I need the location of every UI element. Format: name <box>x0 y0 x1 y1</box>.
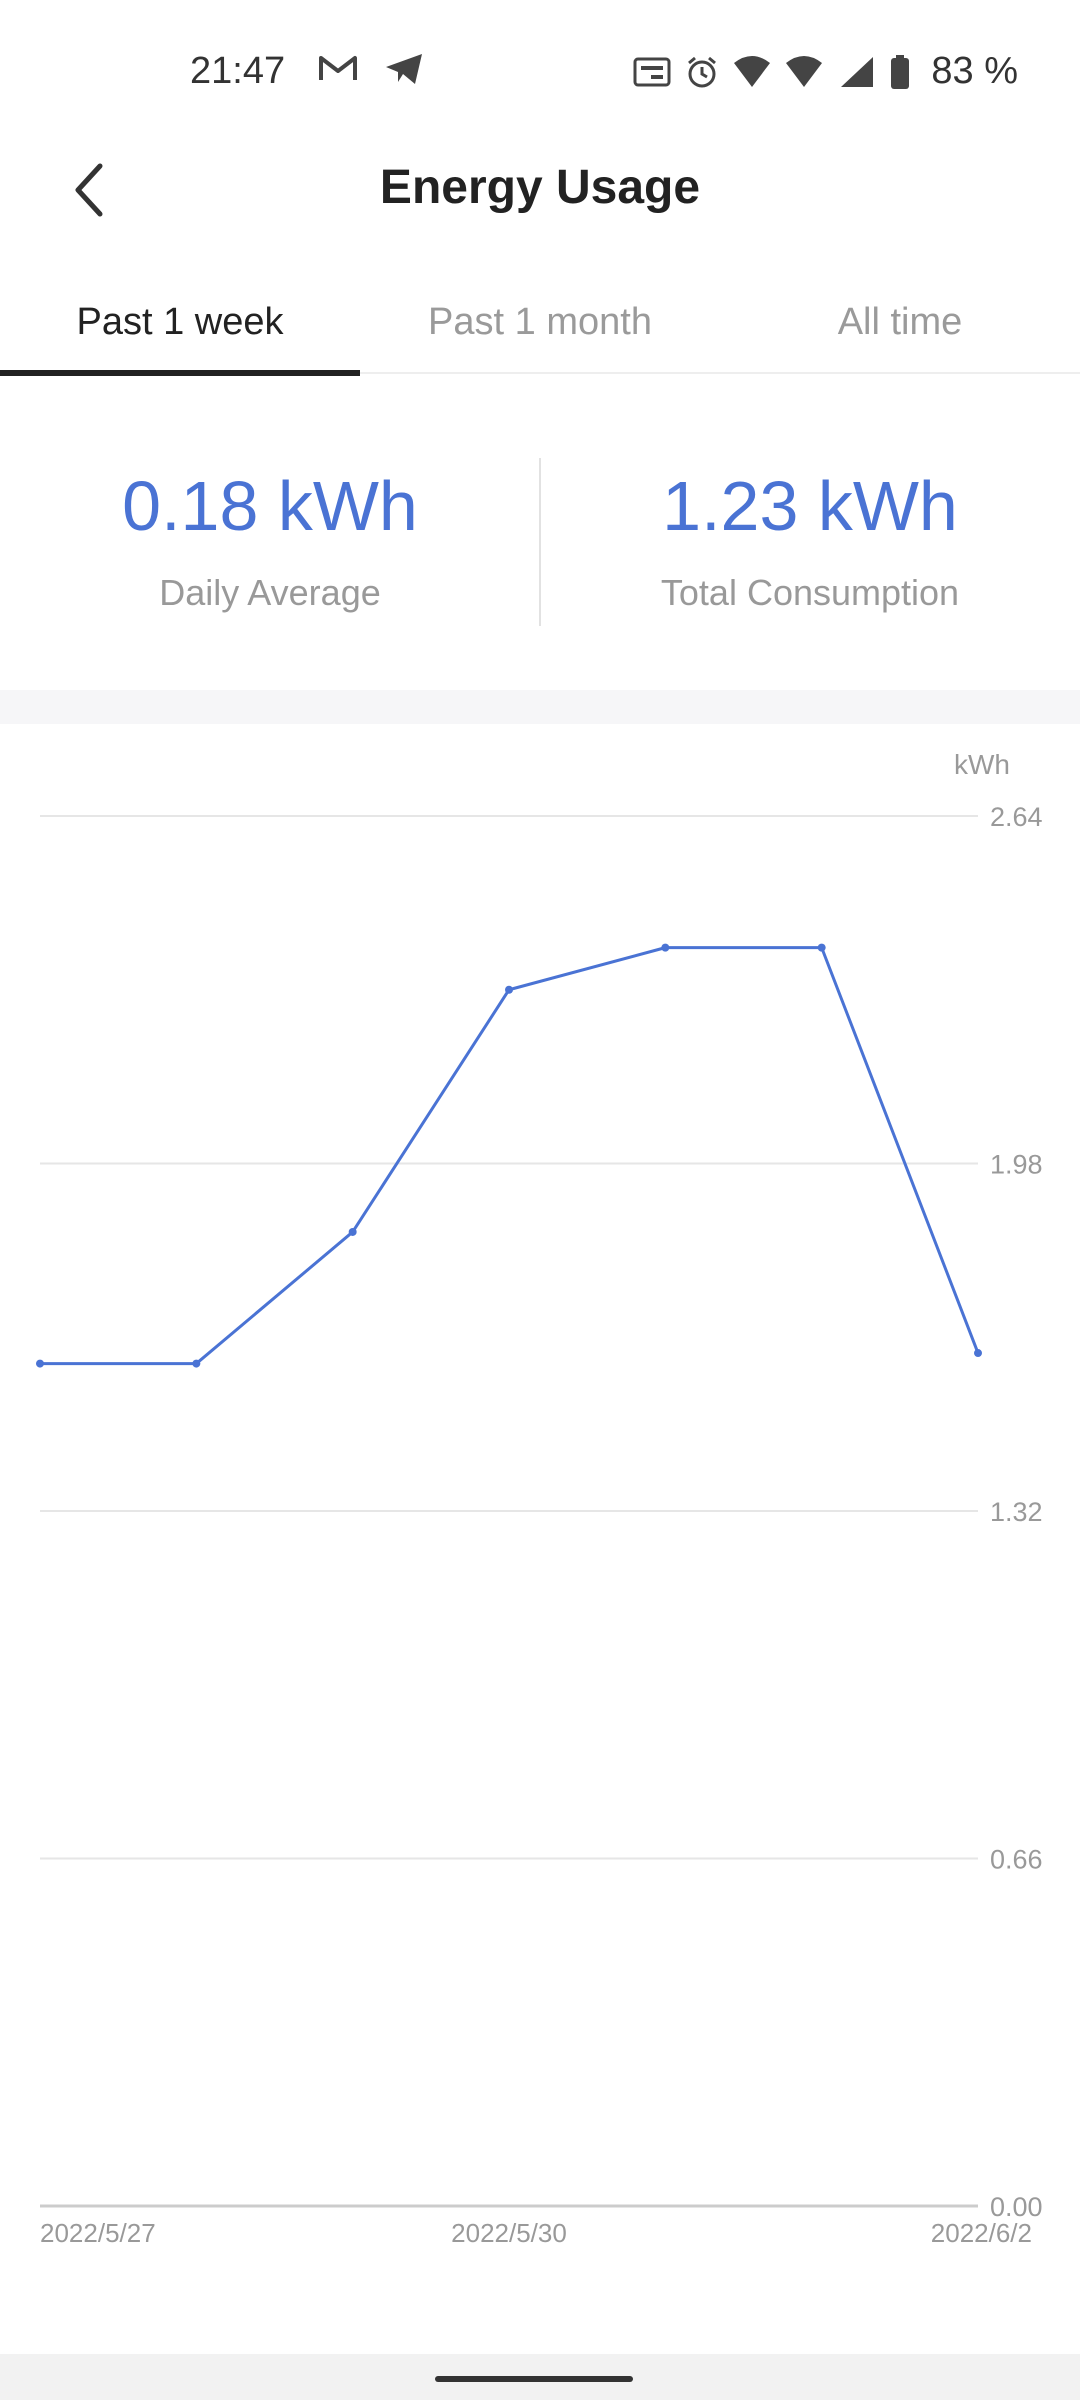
chevron-left-icon <box>75 163 103 217</box>
data-point <box>974 1349 982 1358</box>
gmail-icon <box>319 56 357 80</box>
data-point <box>661 943 670 952</box>
total-consumption-stat: 1.23 kWh Total Consumption <box>540 420 1080 690</box>
home-indicator[interactable] <box>435 2376 633 2382</box>
back-button[interactable] <box>58 158 122 222</box>
section-separator <box>0 690 1080 724</box>
wifi-icon <box>786 55 823 87</box>
data-point <box>505 985 513 994</box>
y-axis-unit-label: kWh <box>954 749 1010 780</box>
data-point <box>36 1359 44 1368</box>
status-left-icons <box>318 52 424 86</box>
telegram-icon <box>386 54 422 84</box>
daily-average-stat: 0.18 kWh Daily Average <box>0 420 540 690</box>
header: Energy Usage <box>0 140 1080 240</box>
battery-icon <box>891 54 910 89</box>
wifi-icon <box>734 55 771 87</box>
x-tick-label: 2022/5/27 <box>40 2218 156 2248</box>
tab-all-time[interactable]: All time <box>837 300 963 343</box>
data-point <box>348 1227 357 1236</box>
daily-average-label: Daily Average <box>159 572 381 613</box>
data-point <box>192 1359 201 1368</box>
alarm-icon <box>688 56 717 87</box>
signal-icon <box>841 56 874 87</box>
x-tick-label: 2022/6/2 <box>931 2218 1032 2248</box>
daily-average-value: 0.18 kWh <box>122 467 418 545</box>
tab-past-1-month[interactable]: Past 1 month <box>428 300 652 343</box>
period-tabs: Past 1 week Past 1 month All time <box>0 270 1080 376</box>
x-tick-label: 2022/5/30 <box>451 2218 567 2248</box>
data-point <box>817 943 826 952</box>
y-tick-label: 2.64 <box>990 802 1043 832</box>
status-bar: 21:47 83 % <box>0 0 1080 150</box>
status-right-icons: 83 % <box>633 50 1018 93</box>
tab-past-1-week[interactable]: Past 1 week <box>0 270 360 376</box>
y-tick-label: 1.98 <box>990 1150 1043 1180</box>
y-tick-label: 0.66 <box>990 1845 1043 1875</box>
navigation-bar <box>0 2354 1080 2400</box>
stats-summary: 0.18 kWh Daily Average 1.23 kWh Total Co… <box>0 420 1080 690</box>
page-title: Energy Usage <box>379 161 701 214</box>
status-time: 21:47 <box>190 50 286 92</box>
chart-svg: kWh 2.64 1.98 1.32 0.66 0.00 2022/5/27 2022/5/3… <box>36 749 1043 2248</box>
auto-hz-icon <box>633 57 671 86</box>
y-tick-label: 0.00 <box>990 2192 1043 2222</box>
y-tick-label: 1.32 <box>990 1497 1043 1527</box>
series-line <box>40 946 980 1366</box>
total-consumption-value: 1.23 kWh <box>662 467 958 545</box>
total-consumption-label: Total Consumption <box>660 572 960 613</box>
stats-divider <box>539 458 541 626</box>
energy-line-chart: kWh 2.64 1.98 1.32 0.66 0.00 2022/5/27 2022/5/3… <box>0 724 1080 2354</box>
battery-percentage: 83 % <box>931 50 1018 92</box>
